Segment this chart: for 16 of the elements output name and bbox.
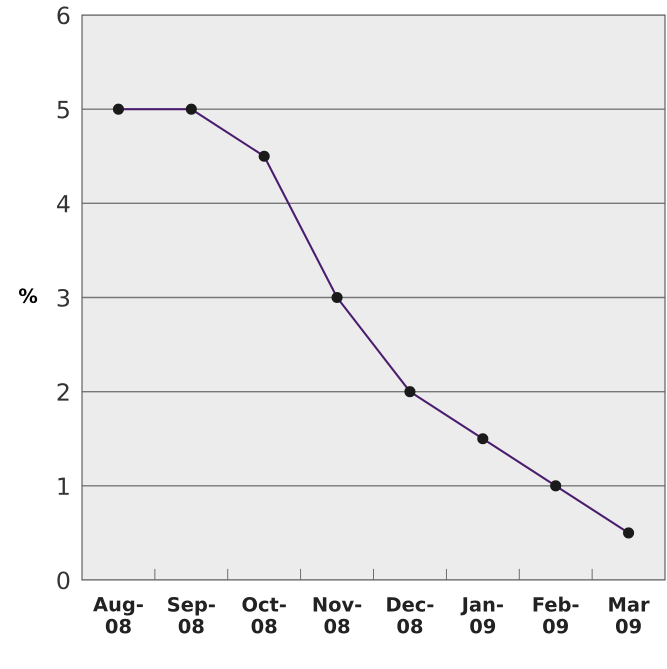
x-tick-label: Feb- 09: [534, 596, 578, 634]
x-tick-label: Jan- 09: [460, 597, 503, 634]
x-tick-label: Dec- 08: [387, 597, 434, 634]
x-tick-label: Sep- 08: [168, 597, 215, 634]
y-tick-label: 2: [58, 383, 69, 401]
y-tick-label: 5: [58, 100, 69, 118]
x-tick-label: Nov- 08: [314, 597, 362, 634]
x-tick-label: Oct- 08: [242, 597, 286, 634]
y-tick-label: 6: [58, 6, 70, 24]
y-axis-title: %: [18, 288, 38, 304]
y-tick-label: 0: [57, 571, 70, 590]
y-tick-label: 1: [58, 478, 69, 495]
y-tick-label: 3: [58, 288, 69, 307]
y-tick-label: 4: [57, 195, 70, 212]
x-tick-label: Aug- 08: [93, 597, 143, 634]
x-tick-label: Mar 09: [609, 597, 650, 634]
